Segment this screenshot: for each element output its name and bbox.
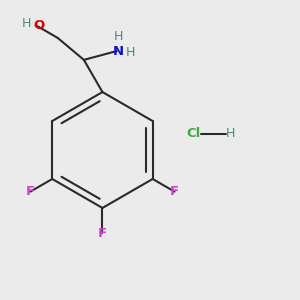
- Text: F: F: [26, 185, 35, 198]
- Text: F: F: [98, 227, 107, 240]
- Text: N: N: [113, 44, 124, 58]
- Text: F: F: [170, 185, 179, 198]
- Text: Cl: Cl: [186, 127, 200, 140]
- Text: O: O: [34, 19, 45, 32]
- Text: H: H: [21, 17, 31, 30]
- Text: H: H: [114, 30, 123, 43]
- Text: H: H: [126, 46, 136, 59]
- Text: H: H: [226, 127, 235, 140]
